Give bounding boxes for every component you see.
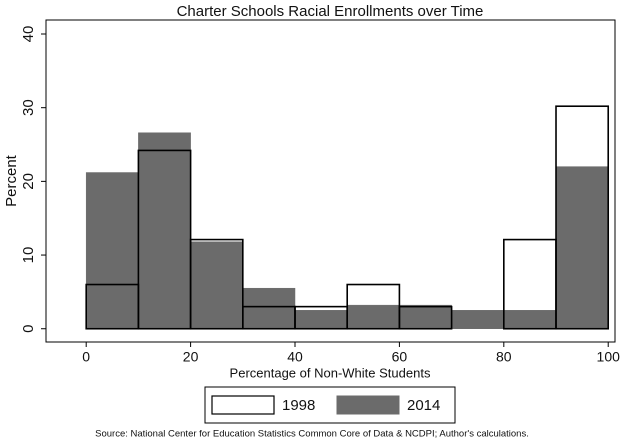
x-axis-label: Percentage of Non-White Students <box>230 365 431 380</box>
histogram-bar <box>189 238 244 330</box>
histogram-bar <box>503 310 557 329</box>
histogram-bar <box>398 305 453 330</box>
chart-title: Charter Schools Racial Enrollments over … <box>177 3 484 20</box>
histogram-bar <box>451 310 505 329</box>
legend-label: 1998 <box>282 397 315 414</box>
histogram-bar <box>294 310 348 329</box>
y-tick-label: 0 <box>20 325 37 333</box>
histogram-bar <box>242 287 296 329</box>
y-tick-label: 20 <box>20 173 37 190</box>
y-tick-label: 10 <box>20 247 37 264</box>
histogram-bar <box>346 304 400 329</box>
x-tick-label: 20 <box>183 349 199 365</box>
legend-swatch <box>336 395 400 415</box>
histogram-bar <box>138 132 191 329</box>
legend-label: 2014 <box>407 397 440 414</box>
y-tick-label: 30 <box>20 99 37 116</box>
x-tick-label: 40 <box>287 349 303 365</box>
source-note: Source: National Center for Education St… <box>95 429 529 440</box>
y-axis-label: Percent <box>3 154 20 207</box>
x-tick-label: 80 <box>496 349 512 365</box>
histogram-bar <box>555 105 610 330</box>
legend-swatch <box>211 395 275 415</box>
x-tick-label: 100 <box>597 349 621 365</box>
x-tick-label: 60 <box>392 349 408 365</box>
y-tick-label: 40 <box>20 26 37 43</box>
x-tick-label: 0 <box>82 349 90 365</box>
histogram-bar <box>399 304 452 329</box>
histogram-bar <box>85 172 139 329</box>
histogram-bar <box>555 166 609 329</box>
histogram-bar <box>190 241 244 329</box>
